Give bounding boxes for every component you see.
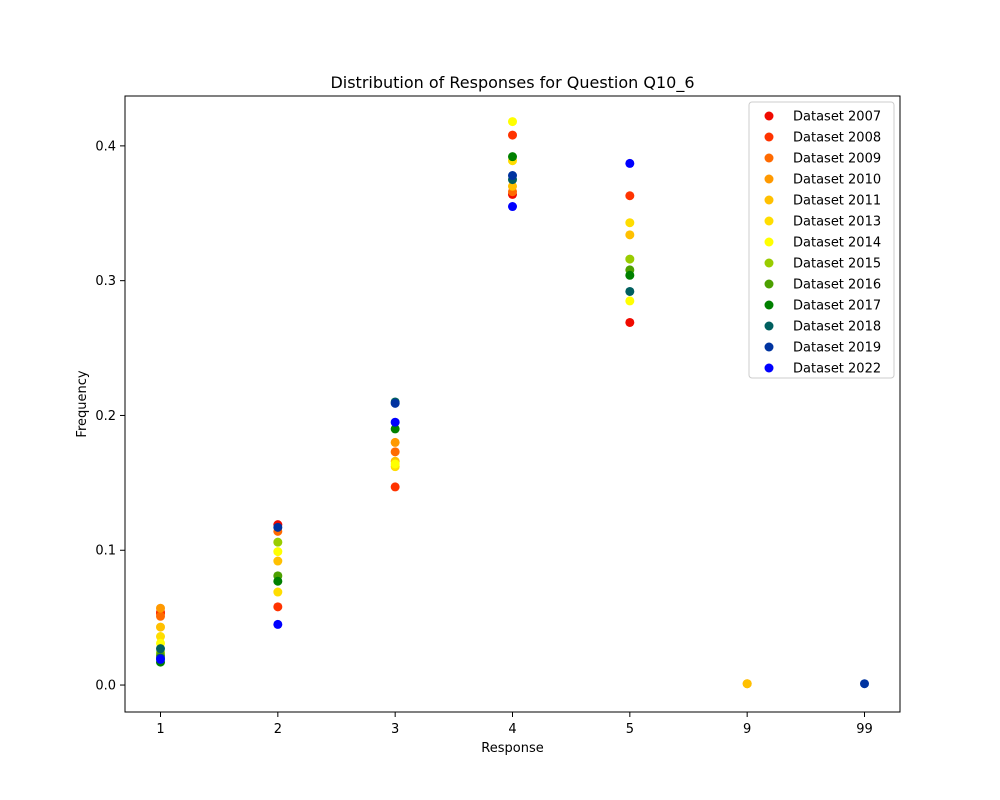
legend-marker [764,132,774,142]
data-point [625,286,635,296]
x-tick-label: 3 [391,722,399,737]
legend-marker [764,237,774,247]
legend-frame [748,101,895,379]
legend-marker [764,342,774,352]
data-point [156,603,165,613]
data-point [273,522,283,532]
y-tick-label: 0.3 [95,274,116,289]
data-point [508,181,517,191]
data-point [390,398,400,408]
x-tick-label: 5 [626,722,634,737]
data-point [390,437,400,447]
legend: Dataset 2007 Dataset 2008 Dataset 2009 Data… [748,101,895,379]
legend-label: Dataset 2010 [793,173,881,188]
data-point [390,447,400,457]
data-point [156,654,165,664]
data-point [156,644,165,654]
data-point [273,619,283,629]
data-point [625,158,635,168]
y-tick-label: 0.4 [95,139,116,154]
data-point [273,537,283,547]
x-tick-label: 2 [274,722,282,737]
data-point [508,202,517,212]
legend-label: Dataset 2013 [793,215,881,230]
y-axis: 0.0 0.1 0.2 0.3 0.4 [95,139,125,694]
data-point [625,270,635,280]
data-point [508,130,517,140]
data-point [860,679,869,689]
y-tick-label: 0.1 [95,544,116,559]
data-point [390,417,400,427]
legend-label: Dataset 2017 [793,299,881,314]
legend-label: Dataset 2009 [793,152,881,167]
data-point [273,602,283,612]
y-tick-label: 0.0 [95,679,116,694]
data-point [273,556,283,566]
legend-label: Dataset 2019 [793,341,881,356]
data-point [390,424,400,434]
legend-marker [764,174,774,184]
data-point [156,622,165,632]
x-tick-label: 9 [743,722,751,737]
legend-label: Dataset 2008 [793,131,881,146]
data-point [508,171,517,181]
data-point [390,482,400,492]
chart-title: Distribution of Responses for Question Q… [330,73,694,93]
legend-marker [764,216,774,226]
y-tick-label: 0.2 [95,409,116,424]
legend-label: Dataset 2007 [793,110,881,125]
data-point [273,587,283,597]
legend-marker [764,195,774,205]
data-point [625,254,635,264]
legend-label: Dataset 2011 [793,194,881,209]
y-axis-label: Frequency [75,370,90,437]
data-point [625,296,635,306]
legend-marker [764,153,774,163]
data-point [625,317,635,327]
data-point [742,679,752,689]
data-point [273,576,283,586]
data-point [156,632,165,642]
data-point [508,117,517,127]
legend-marker [764,258,774,268]
data-point [390,459,400,469]
legend-label: Dataset 2022 [793,362,881,377]
legend-marker [764,300,774,310]
legend-marker [764,279,774,289]
legend-label: Dataset 2014 [793,236,881,251]
x-axis: 1 2 3 4 5 9 99 [156,712,873,737]
legend-label: Dataset 2015 [793,257,881,272]
x-tick-label: 1 [156,722,164,737]
data-point [625,230,635,240]
data-point [273,547,283,557]
x-tick-label: 99 [856,722,873,737]
legend-label: Dataset 2016 [793,278,881,293]
data-point [625,218,635,228]
data-point [625,191,635,201]
legend-marker [764,363,774,373]
legend-marker [764,111,774,121]
data-point [508,152,517,162]
x-axis-label: Response [481,741,543,756]
data-point [156,611,165,621]
plot-points [156,117,869,689]
legend-label: Dataset 2018 [793,320,881,335]
x-tick-label: 4 [508,722,516,737]
legend-marker [764,321,774,331]
